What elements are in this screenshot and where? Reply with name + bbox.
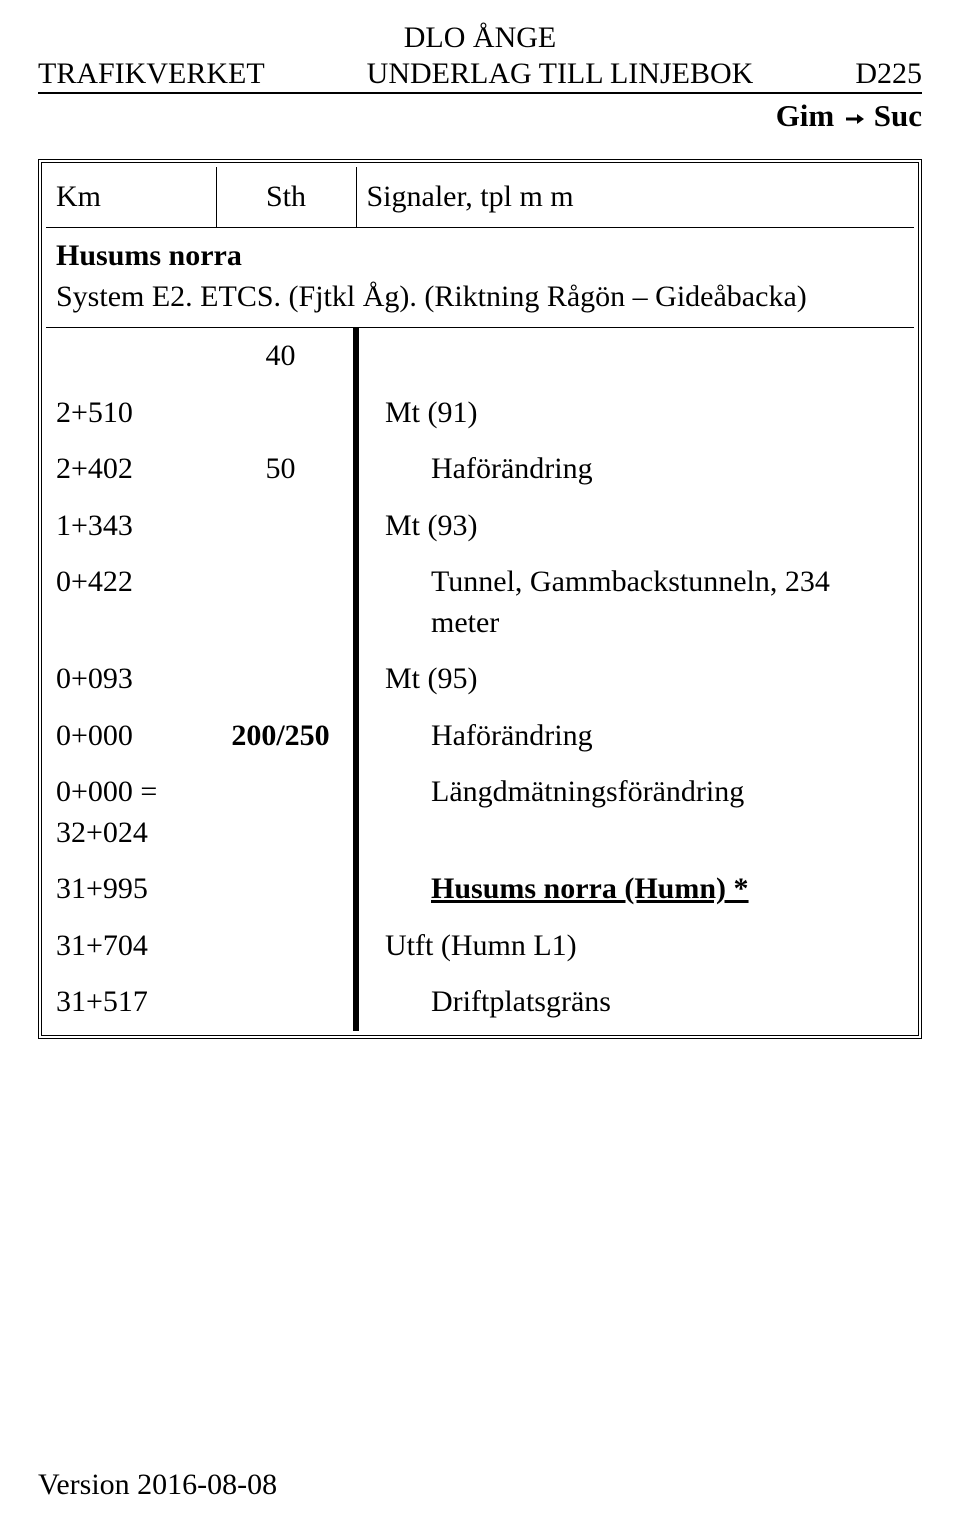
subheader-system: System E2. ETCS. (Fjtkl Åg). (Riktning R… [56,277,904,318]
table-row: 31+995 Husums norra (Humn) * [46,861,914,918]
cell-signal: Haförändring [356,708,914,765]
subheader-title: Husums norra [56,236,904,277]
cell-km: 31+517 [46,974,216,1031]
cell-sth: 200/250 [216,708,356,765]
cell-km: 0+422 [46,554,216,651]
cell-signal: Haförändring [356,441,914,498]
header-right: D225 [855,56,922,92]
cell-km: 31+995 [46,861,216,918]
signal-table-container: Km Sth Signaler, tpl m m Husums norra Sy… [38,159,922,1039]
cell-km: 0+000 [46,708,216,765]
cell-sth: 40 [216,328,356,385]
table-subheader-row: Husums norra System E2. ETCS. (Fjtkl Åg)… [46,228,914,328]
cell-signal: Mt (95) [356,651,914,708]
table-row: 2+510 Mt (91) [46,385,914,442]
header-row: TRAFIKVERKET UNDERLAG TILL LINJEBOK D225 [38,56,922,94]
table-row: 0+000 = 32+024 Längdmätningsförändring [46,764,914,861]
table-row: 1+343 Mt (93) [46,498,914,555]
table-body: 402+510Mt (91)2+40250Haförändring1+343Mt… [46,328,914,1031]
cell-km [46,328,216,385]
route-from: Gim [776,98,835,133]
cell-sth [216,764,356,861]
cell-sth [216,918,356,975]
signal-table: Km Sth Signaler, tpl m m Husums norra Sy… [46,167,914,1031]
cell-signal: Husums norra (Humn) * [356,861,914,918]
cell-sth [216,651,356,708]
table-row: 0+422 Tunnel, Gammbackstunneln, 234 meter [46,554,914,651]
table-row: 0+093 Mt (95) [46,651,914,708]
header-dlo: DLO ÅNGE [38,20,922,56]
cell-km: 1+343 [46,498,216,555]
cell-signal: Mt (91) [356,385,914,442]
table-header-row: Km Sth Signaler, tpl m m [46,167,914,228]
footer-version: Version 2016-08-08 [38,1468,277,1502]
arrow-right-icon [844,101,864,137]
cell-signal: Utft (Humn L1) [356,918,914,975]
route-line: Gim Suc [38,98,922,137]
route-to: Suc [874,98,922,133]
table-row: 31+517 Driftplatsgräns [46,974,914,1031]
cell-km: 2+510 [46,385,216,442]
cell-signal: Längdmätningsförändring [356,764,914,861]
cell-km: 31+704 [46,918,216,975]
cell-sth [216,554,356,651]
cell-sth: 50 [216,441,356,498]
col-header-km: Km [46,167,216,228]
cell-km: 2+402 [46,441,216,498]
cell-sth [216,861,356,918]
cell-signal: Driftplatsgräns [356,974,914,1031]
cell-signal [356,328,914,385]
table-row: 0+000200/250Haförändring [46,708,914,765]
table-row: 40 [46,328,914,385]
cell-km: 0+093 [46,651,216,708]
col-header-sth: Sth [216,167,356,228]
cell-signal: Tunnel, Gammbackstunneln, 234 meter [356,554,914,651]
cell-sth [216,385,356,442]
cell-km: 0+000 = 32+024 [46,764,216,861]
cell-sth [216,498,356,555]
col-header-sig: Signaler, tpl m m [356,167,914,228]
cell-signal: Mt (93) [356,498,914,555]
header-left: TRAFIKVERKET [38,56,265,92]
table-row: 31+704 Utft (Humn L1) [46,918,914,975]
header-center: UNDERLAG TILL LINJEBOK [367,56,754,92]
cell-sth [216,974,356,1031]
table-row: 2+40250Haförändring [46,441,914,498]
